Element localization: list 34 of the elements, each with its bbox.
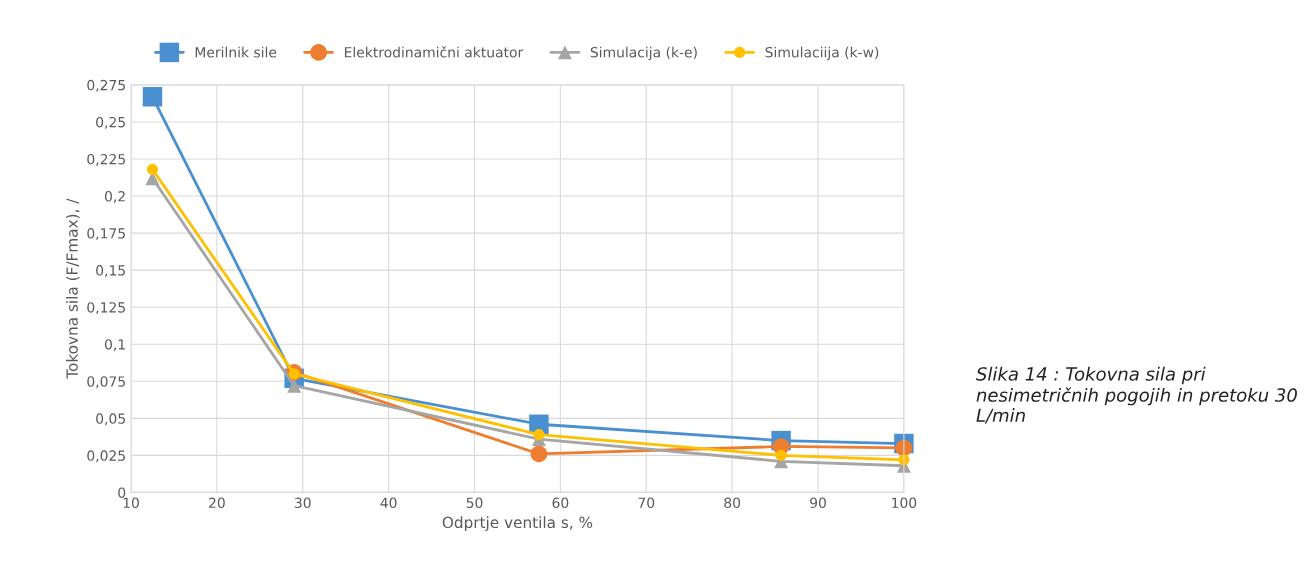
legend-label: Elektrodinamični aktuator: [344, 46, 524, 58]
x-tick-label: 80: [724, 497, 741, 509]
text: Slika 14 : Tokovna sila pri nesimetričnih pogojih in pretoku 30 L/min: [976, 366, 1297, 424]
x-tick-label: 20: [209, 497, 225, 509]
y-tick-label: 0,1: [104, 339, 125, 352]
point: [530, 445, 548, 463]
x-axis-title: Odprtje ventila s, %: [442, 516, 593, 532]
point: [533, 429, 545, 441]
legend-label: Simulaciija (k-w): [765, 46, 879, 61]
x-tick-label: 10: [123, 497, 139, 509]
x-tick-label: 90: [810, 497, 826, 509]
y-tick-label: 0,025: [87, 450, 125, 463]
point: [775, 449, 787, 461]
y-tick-label: 0,275: [87, 79, 125, 92]
point: [142, 87, 163, 107]
x-tick-label: 50: [466, 497, 483, 509]
x-tick-label: 40: [380, 497, 397, 509]
x-tick-label: 30: [294, 497, 311, 509]
y-tick-label: 0,125: [87, 302, 125, 315]
y-tick-label: 0,075: [87, 376, 125, 389]
y-tick-label: 0,175: [87, 228, 125, 240]
x-tick-label: 60: [552, 497, 569, 509]
y-tick-label: 0,25: [96, 116, 125, 129]
y-axis-title: Tokovna sila (F/Fmax), /: [66, 198, 80, 379]
y-tick-label: 0,2: [104, 191, 125, 203]
x-tick-label: 70: [638, 497, 655, 509]
legend-label: Merilnik sile: [195, 46, 277, 58]
y-tick-label: 0,225: [87, 153, 125, 166]
point: [146, 163, 159, 175]
y-tick-label: 0: [118, 487, 126, 498]
y-tick-label: 0,15: [96, 265, 125, 278]
x-tick-label: 100: [892, 497, 917, 509]
legend-label: Simulacija (k-e): [590, 46, 697, 61]
y-tick-label: 0,05: [96, 413, 125, 426]
